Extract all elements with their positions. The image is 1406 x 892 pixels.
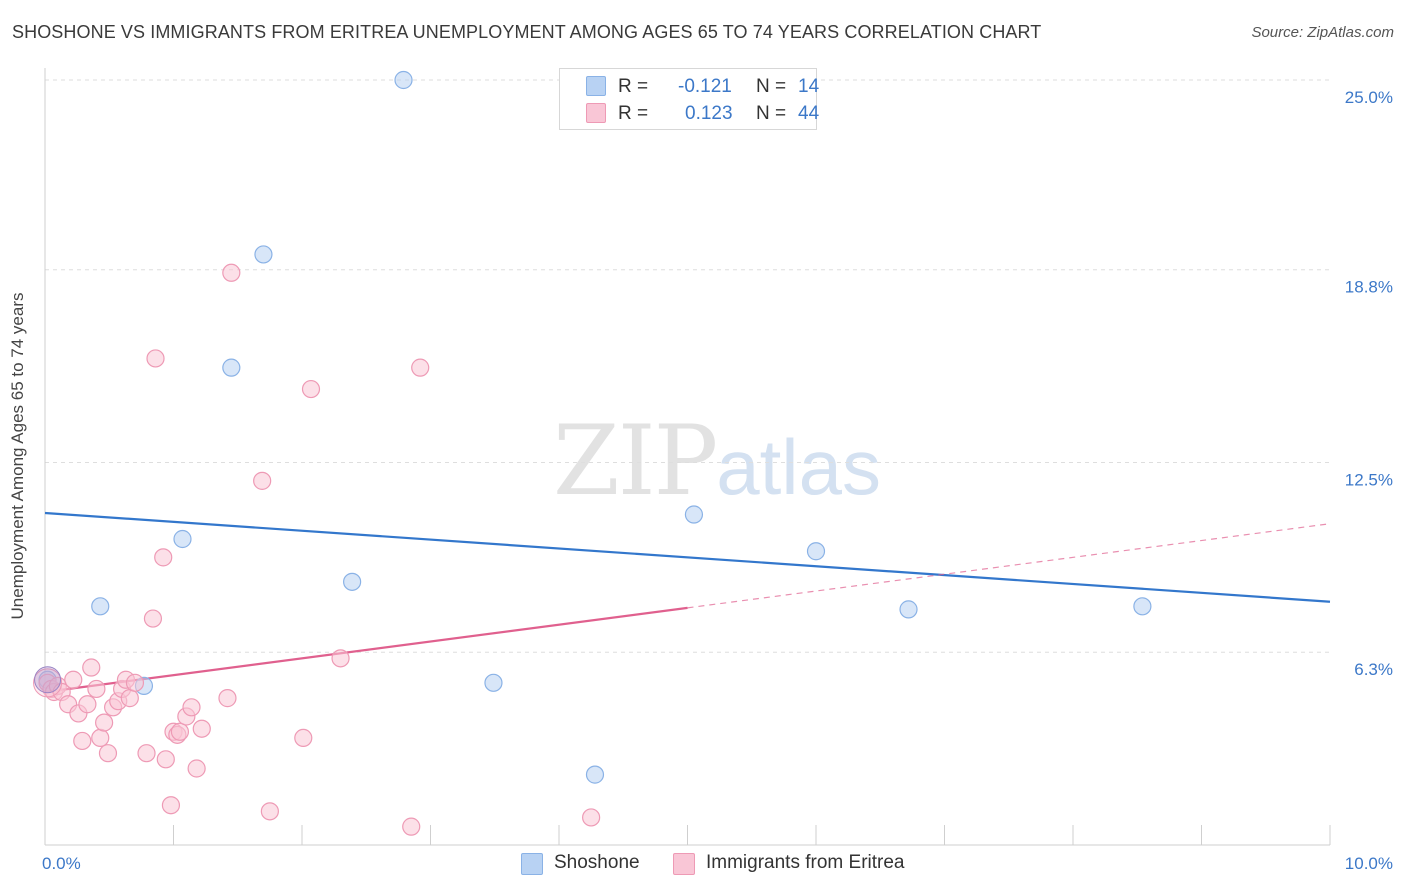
point-eritrea [98, 744, 118, 763]
point-eritrea [143, 609, 163, 628]
point-shoshone [806, 542, 826, 561]
point-shoshone [1133, 597, 1152, 616]
legend-n-label: N = [756, 103, 787, 124]
point-eritrea [170, 722, 190, 741]
point-shoshone [899, 600, 918, 619]
point-eritrea [331, 649, 350, 668]
point-shoshone [343, 572, 362, 591]
point-eritrea [95, 713, 114, 732]
legend-r-value: 0.123 [685, 103, 733, 124]
point-cluster-eritrea [33, 668, 63, 698]
watermark: ZIPatlas [553, 405, 881, 517]
point-eritrea [87, 679, 106, 699]
point-eritrea [294, 728, 313, 748]
point-shoshone [684, 505, 704, 524]
trend-lines [44, 511, 1331, 694]
x-tick-label: 10.0% [1345, 854, 1393, 873]
legend-r-label: R = [618, 76, 649, 97]
point-shoshone [222, 358, 241, 377]
point-eritrea [137, 744, 156, 763]
point-eritrea [253, 471, 272, 490]
legend-r-value: -0.121 [678, 76, 732, 97]
point-eritrea [78, 695, 97, 714]
axes [44, 68, 1331, 846]
point-shoshone [91, 597, 110, 616]
point-eritrea [411, 358, 430, 377]
trend-extension-eritrea [687, 523, 1331, 609]
point-eritrea [260, 802, 279, 821]
point-eritrea [402, 817, 421, 836]
point-cluster-overlap [34, 666, 62, 694]
point-eritrea [192, 719, 211, 738]
point-shoshone [254, 245, 273, 264]
watermark-atlas: atlas [716, 423, 881, 511]
y-tick-label: 18.8% [1345, 278, 1393, 297]
point-shoshone [585, 765, 605, 784]
point-shoshone [484, 673, 503, 692]
point-eritrea [182, 698, 201, 717]
trend-line-eritrea [44, 606, 688, 694]
source-label: Source: ZipAtlas.com [1251, 24, 1394, 41]
point-eritrea [582, 808, 601, 827]
point-eritrea [120, 689, 139, 708]
legend-swatch-shoshone [586, 76, 606, 96]
point-eritrea [64, 670, 83, 689]
point-eritrea [146, 349, 165, 368]
point-eritrea [82, 658, 101, 677]
point-eritrea [161, 796, 181, 815]
correlation-legend: R = -0.121 N = 14 R = 0.123 N = 44 [559, 68, 820, 130]
point-eritrea [73, 731, 92, 751]
point-shoshone [173, 529, 192, 549]
point-eritrea [301, 379, 321, 399]
legend-r-label: R = [618, 103, 649, 124]
trend-line-shoshone [44, 511, 1331, 603]
watermark-zip: ZIP [553, 405, 718, 517]
legend-n-value: 14 [798, 76, 820, 97]
legend-n-value: 44 [798, 103, 820, 124]
point-eritrea [187, 759, 206, 778]
point-eritrea [125, 673, 145, 692]
chart-title: SHOSHONE VS IMMIGRANTS FROM ERITREA UNEM… [12, 22, 1042, 42]
point-eritrea [156, 750, 175, 769]
bottom-legend-label: Shoshone [554, 852, 640, 873]
tick-labels: 6.3% 12.5% 18.8% 25.0% 0.0% 10.0% [42, 88, 1393, 873]
bottom-legend-swatch-shoshone [521, 853, 543, 875]
y-tick-label: 12.5% [1345, 471, 1393, 490]
bottom-legend-swatch-eritrea [673, 853, 695, 875]
point-shoshone [394, 70, 413, 90]
point-eritrea [154, 548, 173, 567]
legend-swatch-eritrea [586, 103, 606, 123]
point-eritrea [218, 689, 237, 708]
bottom-legend-label: Immigrants from Eritrea [706, 852, 905, 873]
y-tick-label: 6.3% [1354, 660, 1393, 679]
legend-n-label: N = [756, 76, 787, 97]
point-eritrea [222, 263, 241, 282]
x-tick-label: 0.0% [42, 854, 81, 873]
point-eritrea [91, 728, 110, 748]
y-tick-label: 25.0% [1345, 88, 1393, 107]
data-points [33, 70, 1152, 836]
